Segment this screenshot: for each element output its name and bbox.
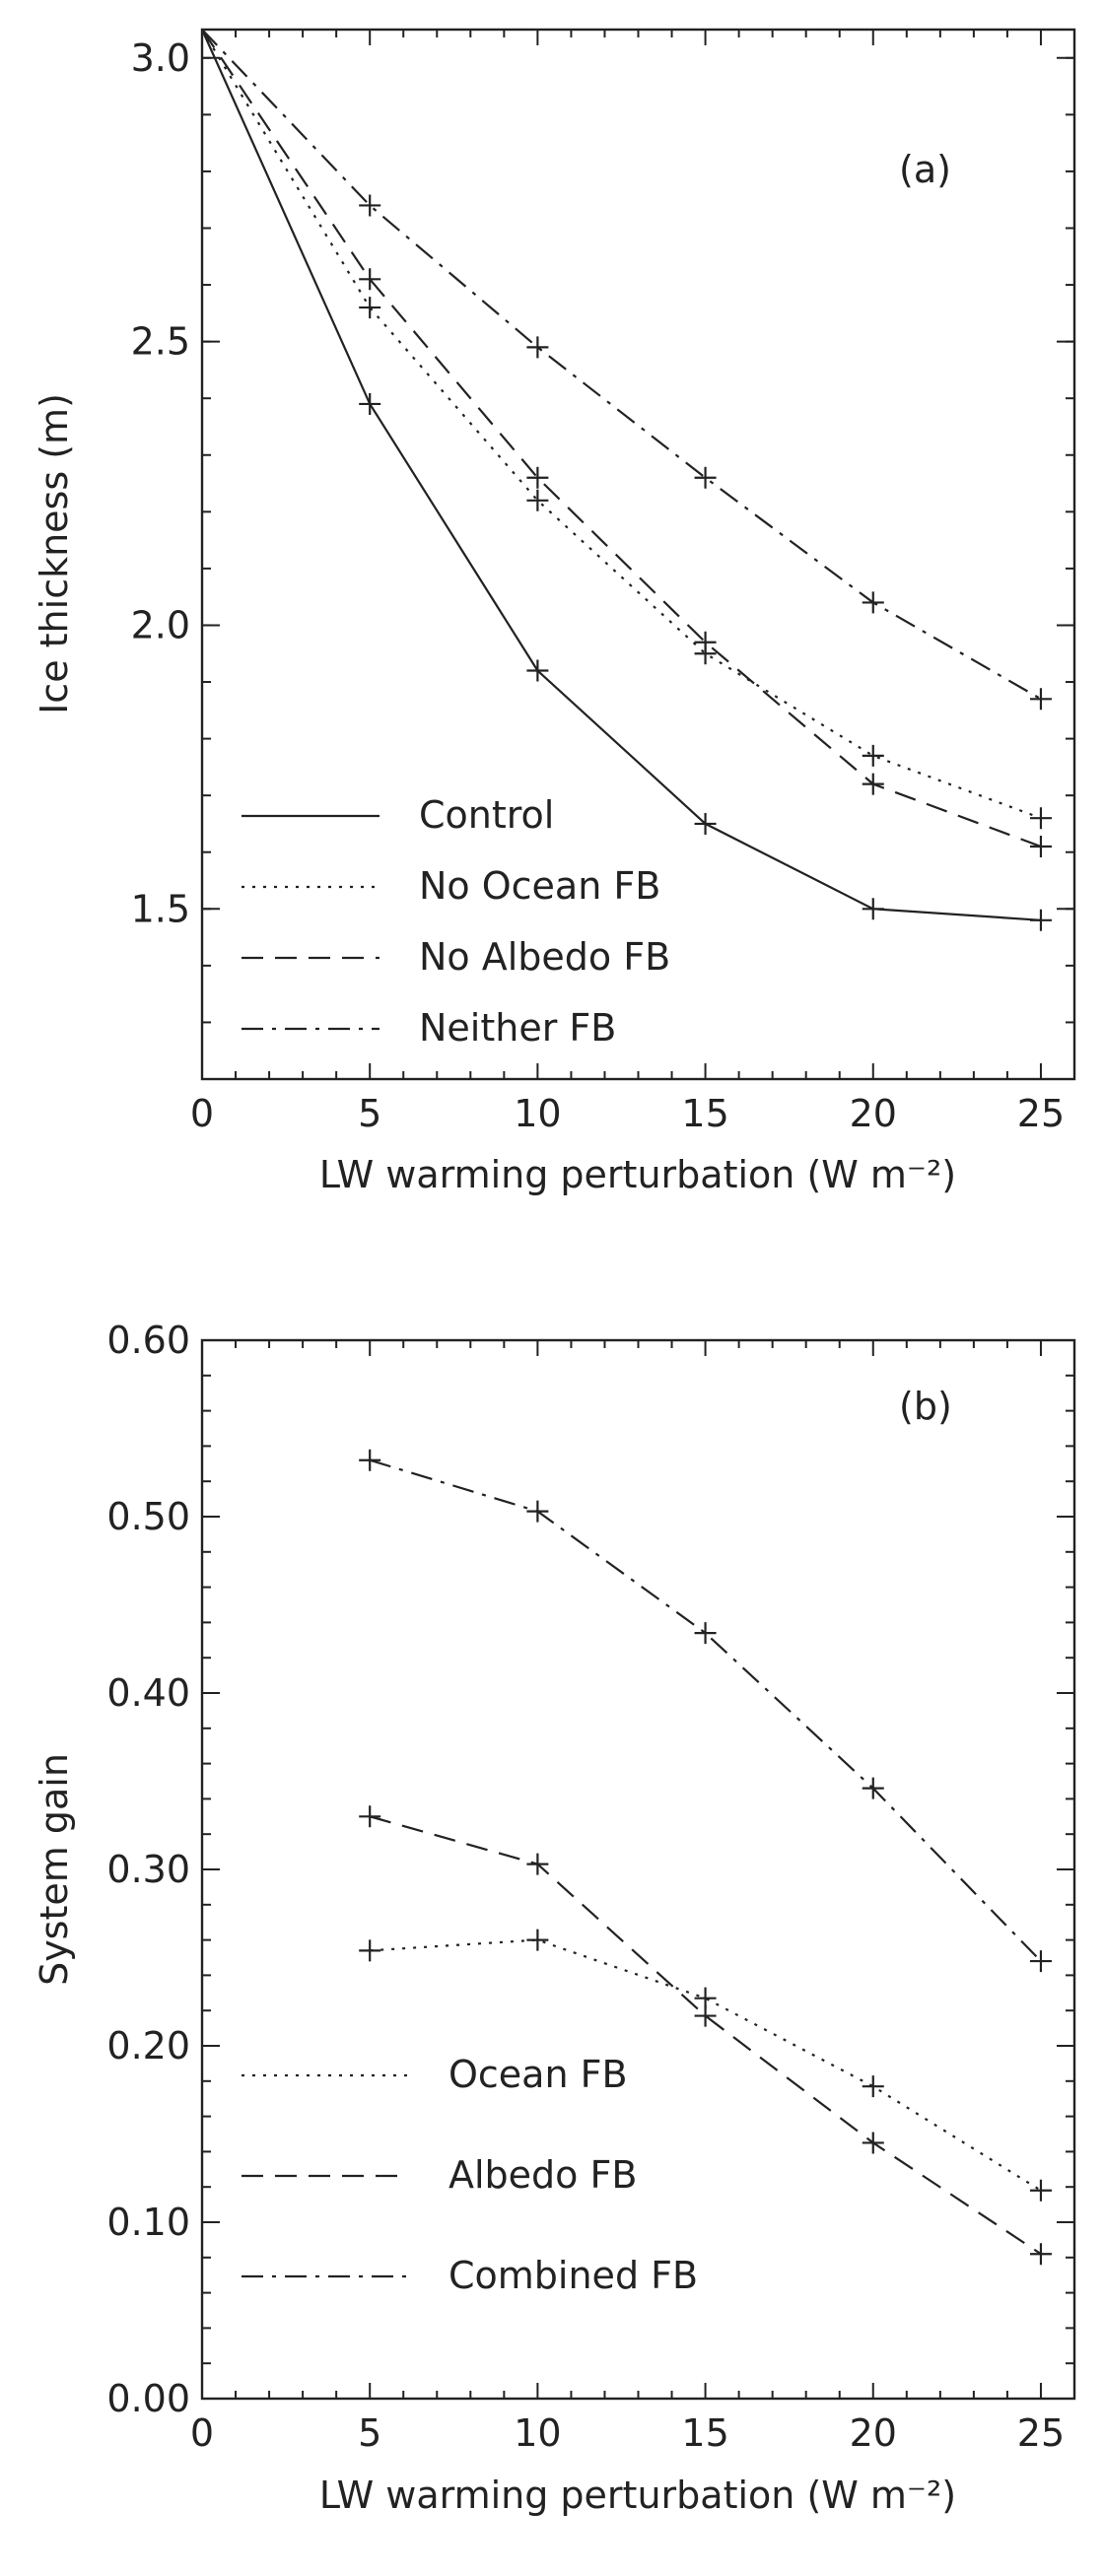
panel-a-x-tick-label: 15 — [681, 1092, 728, 1135]
panel-b-series-line-combined-fb — [369, 1458, 1042, 1962]
panel-a-data-point — [1029, 835, 1052, 857]
panel-a-data-point — [526, 336, 549, 359]
panel-a-data-point — [694, 466, 717, 489]
panel-b-data-point — [694, 1622, 717, 1645]
panel-b-data-point — [1029, 1950, 1052, 1973]
panel-a-data-point — [359, 297, 381, 319]
panel-b-y-tick-label: 0.60 — [106, 1319, 190, 1362]
panel-b-x-tick-label: 15 — [681, 2411, 728, 2455]
panel-a-legend-label: No Albedo FB — [419, 935, 670, 979]
panel-b-plot-frame — [200, 1338, 1076, 2401]
panel-b-x-tick-label: 0 — [190, 2411, 214, 2455]
panel-b-y-tick-label: 0.00 — [106, 2377, 190, 2420]
panel-a-series-line-no-albedo-fb — [201, 29, 1042, 848]
panel-b-ticks: 0 5 10 15 20 25 0.00 0.10 0.20 0.30 0.40 0.50 0.60 — [106, 1319, 1074, 2455]
panel-a-y-axis-label: Ice thickness (m) — [33, 393, 76, 714]
panel-b-data-point — [359, 1449, 381, 1471]
panel-b-legend-label: Ocean FB — [448, 2053, 628, 2096]
panel-b-data-point — [694, 2004, 717, 2027]
panel-b-data-point — [1029, 2179, 1052, 2202]
panel-b-data-point — [526, 1853, 549, 1875]
panel-b-chart: 0 5 10 15 20 25 0.00 0.10 0.20 0.30 0.40 0.50 0.60 O… — [33, 1319, 1076, 2517]
panel-a-data-point — [862, 591, 884, 614]
panel-a-series-line-no-ocean-fb — [201, 29, 1042, 820]
panel-b-data-point — [359, 1805, 381, 1828]
panel-a-label: (a) — [899, 148, 951, 191]
panel-b-y-tick-label: 0.40 — [106, 1671, 190, 1715]
panel-b-label: (b) — [899, 1385, 952, 1428]
panel-a-data-point — [694, 631, 717, 653]
panel-b-x-tick-label: 10 — [514, 2411, 561, 2455]
panel-b-data-point — [526, 1929, 549, 1951]
panel-b-series — [359, 1449, 1052, 2266]
panel-a-y-tick-label: 2.5 — [131, 320, 190, 364]
panel-a-data-point — [359, 392, 381, 415]
panel-a-data-point — [1029, 807, 1052, 830]
panel-a-x-tick-label: 5 — [358, 1092, 381, 1135]
panel-b-data-point — [862, 1777, 884, 1799]
panel-a-x-tick-label: 20 — [850, 1092, 897, 1135]
panel-a-data-point — [1029, 688, 1052, 711]
panel-b-data-point — [526, 1500, 549, 1523]
panel-a-data-point — [862, 773, 884, 795]
panel-a-data-point — [526, 489, 549, 511]
panel-b-x-axis-label: LW warming perturbation (W m⁻²) — [319, 2474, 956, 2517]
panel-a-legend-label: Control — [419, 793, 554, 837]
panel-b-y-tick-label: 0.10 — [106, 2201, 190, 2244]
panel-a-series-line-control — [200, 29, 1042, 921]
panel-b-data-point — [862, 2075, 884, 2098]
panel-a-y-tick-label: 3.0 — [131, 36, 190, 80]
panel-a-data-point — [359, 194, 381, 217]
panel-a-x-axis-label: LW warming perturbation (W m⁻²) — [319, 1153, 956, 1196]
panel-b-series-line-albedo-fb — [369, 1815, 1042, 2256]
panel-a-data-point — [862, 898, 884, 920]
panel-a-data-point — [359, 268, 381, 291]
panel-b-x-tick-label: 20 — [850, 2411, 897, 2455]
panel-a-data-point — [862, 744, 884, 767]
panel-a-data-point — [694, 812, 717, 835]
panel-b-y-axis-label: System gain — [33, 1753, 76, 1986]
panel-b-legend: Ocean FB Albedo FB Combined FB — [242, 2053, 698, 2297]
panel-a-data-point — [1029, 909, 1052, 931]
panel-a-legend: Control No Ocean FB No Albedo FB Neither FB — [242, 793, 670, 1050]
panel-b-data-point — [862, 2132, 884, 2154]
panel-a-y-tick-label: 2.0 — [131, 603, 190, 646]
panel-a-x-tick-label: 10 — [514, 1092, 561, 1135]
panel-a-x-tick-label: 0 — [190, 1092, 214, 1135]
panel-a-x-tick-label: 25 — [1017, 1092, 1065, 1135]
panel-b-y-tick-label: 0.20 — [106, 2024, 190, 2068]
panel-b-x-tick-label: 5 — [358, 2411, 381, 2455]
panel-b-data-point — [1029, 2243, 1052, 2266]
panel-a-ticks: 0 5 10 15 20 25 1.5 2.0 2.5 3.0 — [131, 30, 1074, 1135]
panel-a-y-tick-label: 1.5 — [131, 887, 190, 930]
panel-a-chart: 0 5 10 15 20 25 1.5 2.0 2.5 3.0 Control No Ocean F… — [33, 28, 1076, 1196]
panel-b-y-tick-label: 0.50 — [106, 1495, 190, 1538]
panel-a-data-point — [526, 659, 549, 682]
panel-b-legend-label: Combined FB — [448, 2254, 698, 2297]
panel-b-x-tick-label: 25 — [1017, 2411, 1065, 2455]
panel-a-legend-label: Neither FB — [419, 1006, 616, 1050]
panel-a-data-point — [526, 466, 549, 489]
panel-b-legend-label: Albedo FB — [448, 2153, 637, 2197]
panel-b-data-point — [359, 1939, 381, 1962]
panel-a-series-line-neither-fb — [201, 29, 1042, 701]
panel-a-series — [200, 29, 1052, 931]
panel-a-legend-label: No Ocean FB — [419, 864, 660, 908]
panel-b-y-tick-label: 0.30 — [106, 1848, 190, 1891]
